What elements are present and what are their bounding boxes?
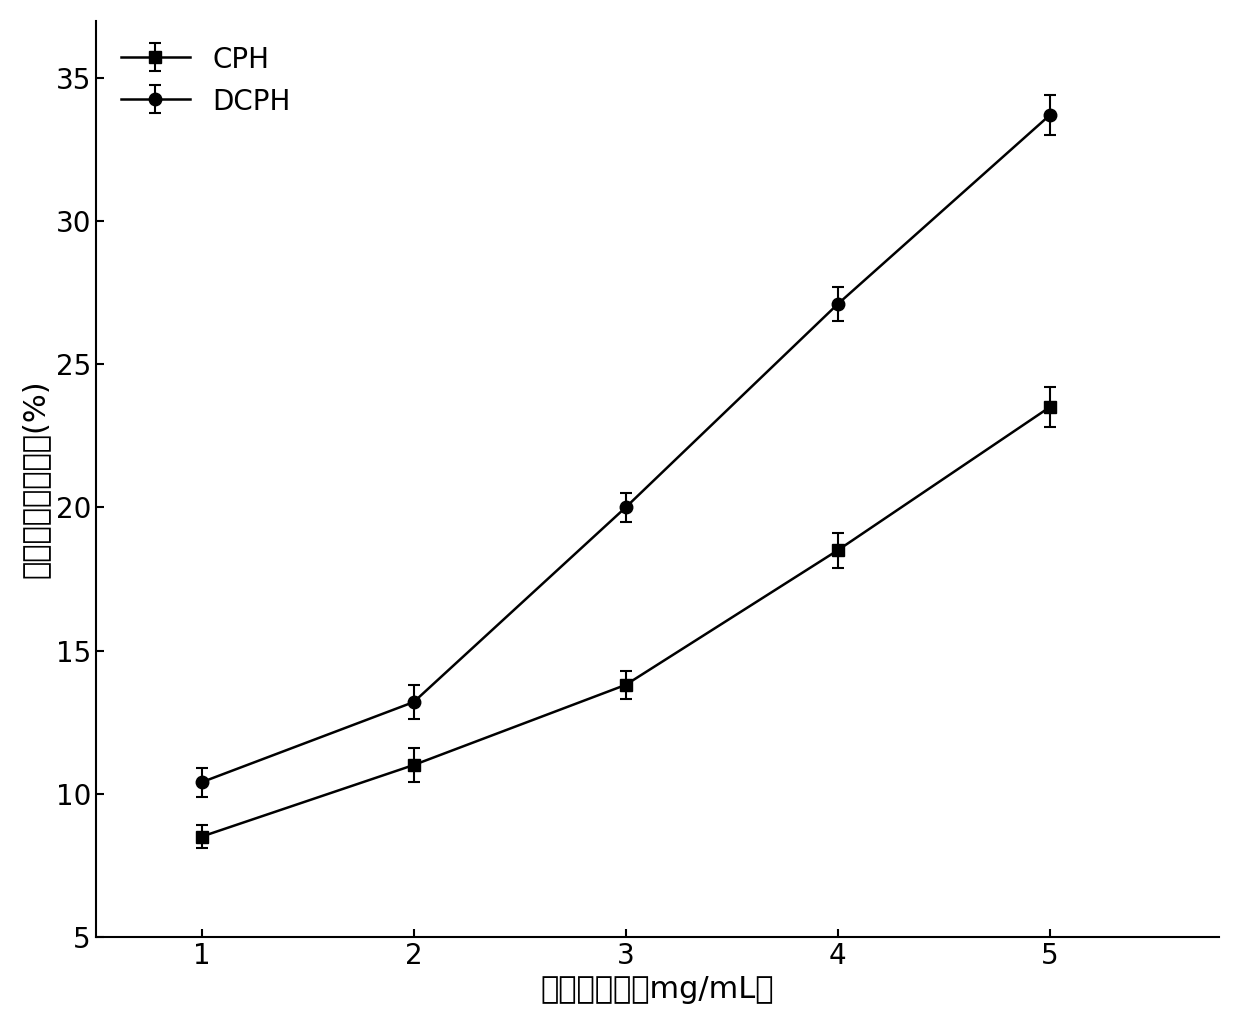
X-axis label: 多糖的浓度（mg/mL）: 多糖的浓度（mg/mL） <box>541 975 774 1004</box>
Y-axis label: 羟自由基清除能力(%): 羟自由基清除能力(%) <box>21 379 50 578</box>
Legend: CPH, DCPH: CPH, DCPH <box>109 35 301 127</box>
